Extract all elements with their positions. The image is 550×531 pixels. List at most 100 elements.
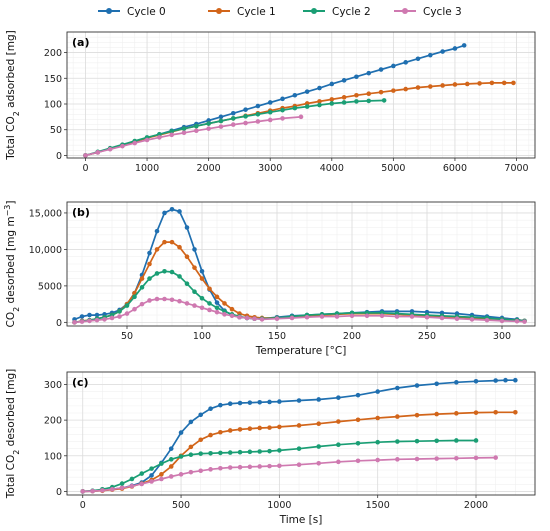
legend-label-cycle-3: Cycle 3 — [423, 6, 462, 18]
data-point-cycle-0 — [94, 312, 100, 318]
data-point-cycle-2 — [154, 271, 160, 276]
legend-marker-cycle-3 — [402, 8, 408, 14]
data-point-cycle-1 — [440, 83, 445, 88]
y-tick-label: 100 — [44, 451, 62, 462]
data-point-cycle-1 — [159, 472, 164, 477]
x-tick-label: 2000 — [464, 500, 488, 511]
data-point-cycle-1 — [168, 464, 174, 469]
data-point-cycle-3 — [267, 463, 272, 469]
data-point-cycle-1 — [391, 88, 396, 93]
data-point-cycle-3 — [304, 314, 310, 320]
data-point-cycle-2 — [434, 438, 439, 444]
data-point-cycle-0 — [147, 250, 152, 256]
y-axis-label: CO2 desorbed [mg m−3] — [3, 201, 21, 328]
data-point-cycle-2 — [194, 123, 199, 129]
data-point-cycle-3 — [198, 468, 204, 474]
data-point-cycle-3 — [218, 465, 223, 471]
data-point-cycle-2 — [119, 481, 125, 486]
data-point-cycle-0 — [414, 383, 420, 388]
data-point-cycle-1 — [162, 239, 167, 245]
x-tick-label: 1000 — [267, 500, 291, 511]
data-point-cycle-2 — [267, 448, 272, 454]
data-point-cycle-1 — [139, 276, 145, 281]
data-point-cycle-1 — [403, 86, 408, 92]
y-tick-label: 200 — [44, 416, 62, 427]
data-point-cycle-1 — [229, 306, 235, 312]
data-point-cycle-3 — [229, 313, 235, 319]
data-point-cycle-1 — [473, 410, 479, 415]
data-point-cycle-2 — [227, 450, 233, 455]
data-point-cycle-2 — [208, 450, 213, 456]
data-point-cycle-0 — [461, 43, 467, 48]
data-point-cycle-3 — [259, 317, 265, 322]
data-point-cycle-2 — [139, 471, 145, 476]
y-tick-label: 0 — [56, 318, 62, 329]
data-point-cycle-0 — [257, 400, 263, 405]
data-point-cycle-3 — [247, 464, 253, 470]
x-tick-label: 300 — [493, 331, 511, 342]
data-point-cycle-3 — [132, 140, 138, 146]
data-point-cycle-3 — [154, 296, 160, 302]
data-point-cycle-2 — [139, 285, 145, 290]
data-point-cycle-3 — [87, 318, 92, 324]
data-point-cycle-2 — [292, 105, 298, 111]
data-point-cycle-3 — [454, 316, 460, 322]
data-point-cycle-1 — [177, 244, 182, 250]
data-point-cycle-2 — [473, 438, 479, 443]
legend-item: Cycle 0 — [98, 6, 166, 18]
data-point-cycle-3 — [267, 117, 273, 123]
y-tick-label: 50 — [50, 125, 62, 136]
panel-a: 0 1000 2000 3000 4000 5000 6000 7000 0 50 100 150 20… — [5, 30, 536, 174]
data-point-cycle-3 — [177, 298, 182, 304]
data-point-cycle-3 — [237, 314, 242, 320]
data-point-cycle-2 — [169, 128, 174, 134]
data-point-cycle-2 — [280, 107, 285, 113]
data-point-cycle-3 — [424, 314, 430, 320]
data-point-cycle-2 — [247, 449, 253, 455]
legend-item: Cycle 3 — [394, 6, 462, 18]
data-point-cycle-0 — [227, 401, 233, 407]
data-point-cycle-0 — [395, 385, 400, 391]
data-point-cycle-2 — [214, 305, 220, 311]
data-point-cycle-3 — [169, 132, 174, 138]
data-point-cycle-3 — [334, 314, 340, 319]
data-point-cycle-3 — [336, 459, 341, 465]
data-point-cycle-0 — [503, 377, 508, 383]
data-point-cycle-1 — [378, 89, 384, 95]
data-point-cycle-3 — [289, 315, 295, 321]
data-point-cycle-0 — [329, 81, 335, 87]
data-point-cycle-1 — [317, 99, 322, 104]
data-point-cycle-3 — [207, 307, 212, 313]
y-tick-label: 10,000 — [29, 245, 62, 256]
data-point-cycle-0 — [237, 400, 243, 406]
data-point-cycle-1 — [277, 424, 282, 430]
data-point-cycle-0 — [208, 406, 213, 412]
data-point-cycle-3 — [375, 457, 380, 463]
data-point-cycle-0 — [434, 381, 439, 387]
data-point-cycle-1 — [428, 84, 433, 89]
data-point-cycle-1 — [493, 409, 498, 415]
data-point-cycle-1 — [414, 412, 420, 418]
data-point-cycle-0 — [162, 210, 167, 216]
data-point-cycle-0 — [255, 103, 261, 109]
data-point-cycle-1 — [511, 80, 516, 86]
data-point-cycle-3 — [394, 314, 400, 319]
data-point-cycle-3 — [168, 474, 174, 479]
data-point-cycle-3 — [244, 315, 250, 321]
legend-label-cycle-1: Cycle 1 — [237, 6, 276, 18]
legend: Cycle 0 Cycle 1 Cycle 2 Cycle 3 — [98, 6, 462, 18]
y-tick-label: 300 — [44, 380, 62, 391]
y-tick-label: 200 — [44, 48, 62, 59]
x-axis-label: Temperature [°C] — [255, 345, 347, 357]
data-point-cycle-0 — [79, 314, 85, 319]
data-point-cycle-1 — [198, 437, 204, 443]
data-point-cycle-3 — [469, 317, 475, 322]
data-point-cycle-3 — [94, 317, 100, 323]
data-point-cycle-2 — [149, 466, 154, 471]
data-point-cycle-0 — [336, 395, 341, 400]
data-point-cycle-1 — [452, 82, 458, 87]
x-tick-label: 2000 — [197, 163, 221, 174]
x-tick-label: 0 — [80, 500, 86, 511]
data-point-cycle-2 — [317, 102, 322, 108]
data-point-cycle-2 — [178, 454, 184, 459]
